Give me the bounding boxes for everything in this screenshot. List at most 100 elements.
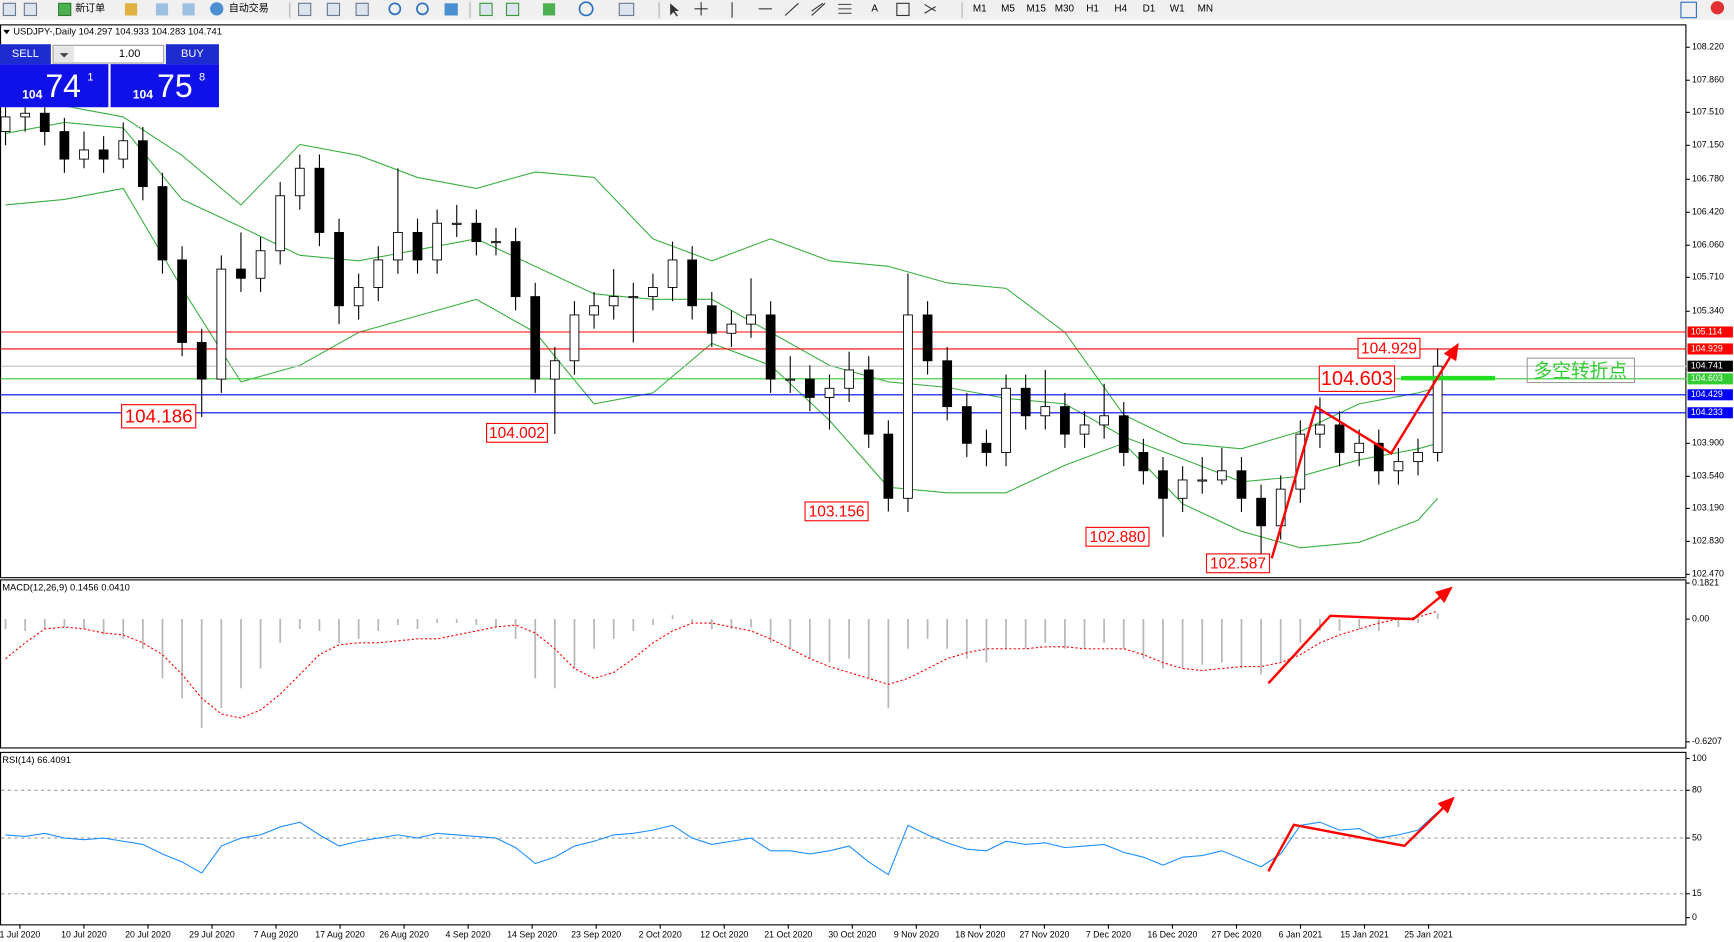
y-tick-label: 102.470 xyxy=(1692,569,1724,579)
sell-label[interactable]: SELL xyxy=(12,48,39,60)
candle-body xyxy=(216,268,227,380)
y-tick-label: 103.190 xyxy=(1692,503,1724,513)
candle-body xyxy=(196,342,207,380)
candle-body xyxy=(118,140,129,160)
arrows-tool[interactable] xyxy=(924,3,936,14)
timeframe-button[interactable]: M1 xyxy=(973,3,987,14)
toolbar-icon[interactable] xyxy=(505,2,520,17)
timeframe-button[interactable]: W1 xyxy=(1170,3,1185,14)
buy-label[interactable]: BUY xyxy=(181,48,204,60)
toolbar-icon[interactable] xyxy=(298,2,312,17)
label-tool[interactable] xyxy=(896,2,910,17)
annotation-label: 104.002 xyxy=(489,425,545,442)
x-tick-label: 7 Dec 2020 xyxy=(1086,930,1131,940)
candle-body xyxy=(294,167,305,197)
bollinger-middle xyxy=(5,121,1438,483)
candle-body xyxy=(824,387,835,398)
toolbar-icon[interactable] xyxy=(124,3,138,16)
candle-body xyxy=(706,305,717,334)
toolbar-icon[interactable] xyxy=(326,2,341,17)
timeframe-button[interactable]: H1 xyxy=(1086,3,1099,14)
zoom-out-icon[interactable] xyxy=(416,2,429,16)
y-tick-label: 106.060 xyxy=(1692,240,1724,250)
notification-icon[interactable] xyxy=(1710,1,1725,15)
candle-body xyxy=(98,149,109,160)
timeframes: M1 M5 M15 M30 H1 H4 D1 W1 MN xyxy=(973,3,1213,14)
zoom-in-icon[interactable] xyxy=(388,2,402,16)
y-tick-label: 107.510 xyxy=(1692,107,1724,117)
candle-body xyxy=(942,360,953,408)
timeframe-button[interactable]: M5 xyxy=(1001,3,1015,14)
auto-trading-button[interactable]: 自动交易 xyxy=(229,1,269,14)
candle-body xyxy=(863,369,874,435)
auto-trading-icon[interactable] xyxy=(210,2,224,16)
toolbar-icon[interactable] xyxy=(2,2,17,17)
lots-value[interactable]: 1.00 xyxy=(119,48,141,60)
candle-body xyxy=(1373,442,1384,472)
search-icon[interactable] xyxy=(1680,1,1697,19)
x-tick-label: 30 Oct 2020 xyxy=(828,930,876,940)
timeframe-button[interactable]: MN xyxy=(1198,3,1213,14)
toolbar-icon[interactable] xyxy=(355,2,369,17)
fibonacci-tool[interactable] xyxy=(838,3,852,14)
timeframe-button[interactable]: M30 xyxy=(1055,3,1075,14)
pivot-note-box xyxy=(1526,357,1636,384)
candle-body xyxy=(59,131,70,160)
candle-body xyxy=(510,241,521,298)
crosshair-tool[interactable] xyxy=(694,2,708,16)
candle-body xyxy=(353,286,364,307)
buy-button[interactable] xyxy=(165,44,219,65)
annotation-label: 102.587 xyxy=(1210,556,1266,573)
sell-quote-box[interactable] xyxy=(0,64,109,108)
text-tool[interactable]: A xyxy=(871,3,878,14)
timeframe-button[interactable]: D1 xyxy=(1143,3,1156,14)
x-tick-label: 18 Nov 2020 xyxy=(955,930,1005,940)
x-tick-label: 29 Jul 2020 xyxy=(189,930,235,940)
toolbar-icon[interactable] xyxy=(182,3,195,16)
x-tick-label: 17 Aug 2020 xyxy=(315,930,365,940)
x-tick-label: 27 Dec 2020 xyxy=(1211,930,1261,940)
price-level-tag xyxy=(1687,360,1733,372)
y-tick-label: 106.780 xyxy=(1692,174,1724,184)
timeframe-button[interactable]: H4 xyxy=(1114,3,1127,14)
channel-tool[interactable] xyxy=(811,2,826,16)
toolbar-icon[interactable] xyxy=(155,3,169,16)
candle-body xyxy=(1354,442,1365,453)
x-tick-label: 2 Oct 2020 xyxy=(639,930,682,940)
macd-header: MACD(12,26,9) 0.1456 0.0410 xyxy=(2,582,130,593)
buy-pips: 75 xyxy=(157,68,193,104)
plot-layer: 108.220 107.860 107.510 107.150 106.780 106.4… xyxy=(0,42,1733,940)
y-tick-label: 80 xyxy=(1692,785,1702,795)
price-level-tag xyxy=(1687,389,1733,401)
lots-input[interactable] xyxy=(52,44,165,64)
candle-body xyxy=(1256,497,1266,527)
sell-button[interactable] xyxy=(0,44,51,65)
indicators-icon[interactable] xyxy=(542,3,556,16)
cursor-tool[interactable] xyxy=(670,3,680,17)
new-order-icon[interactable] xyxy=(58,2,72,17)
y-tick-label: 107.150 xyxy=(1692,140,1724,150)
new-order-button[interactable]: 新订单 xyxy=(75,1,105,14)
candle-body xyxy=(922,314,933,362)
toolbar-icon[interactable] xyxy=(444,3,458,16)
templates-icon[interactable] xyxy=(618,2,635,17)
candle-body xyxy=(1138,452,1149,472)
candle-body xyxy=(1216,470,1227,481)
periods-icon[interactable] xyxy=(578,1,594,17)
trend-arrow xyxy=(1270,342,1459,559)
buy-quote-box[interactable] xyxy=(110,64,219,108)
candle-body xyxy=(1236,470,1247,499)
buy-fraction: 8 xyxy=(199,71,205,83)
candle-body xyxy=(687,259,698,307)
toolbar-icon[interactable] xyxy=(23,2,38,17)
candle-body xyxy=(981,442,992,453)
x-tick-label: 21 Oct 2020 xyxy=(764,930,812,940)
annotation-label: 104.186 xyxy=(125,405,193,426)
trend-line-tool[interactable] xyxy=(784,2,799,16)
toolbar-icon[interactable] xyxy=(479,2,493,17)
timeframe-button[interactable]: M15 xyxy=(1027,3,1047,14)
candle-body xyxy=(1158,470,1168,499)
candle-body xyxy=(765,314,776,380)
x-tick-label: 7 Aug 2020 xyxy=(254,930,299,940)
